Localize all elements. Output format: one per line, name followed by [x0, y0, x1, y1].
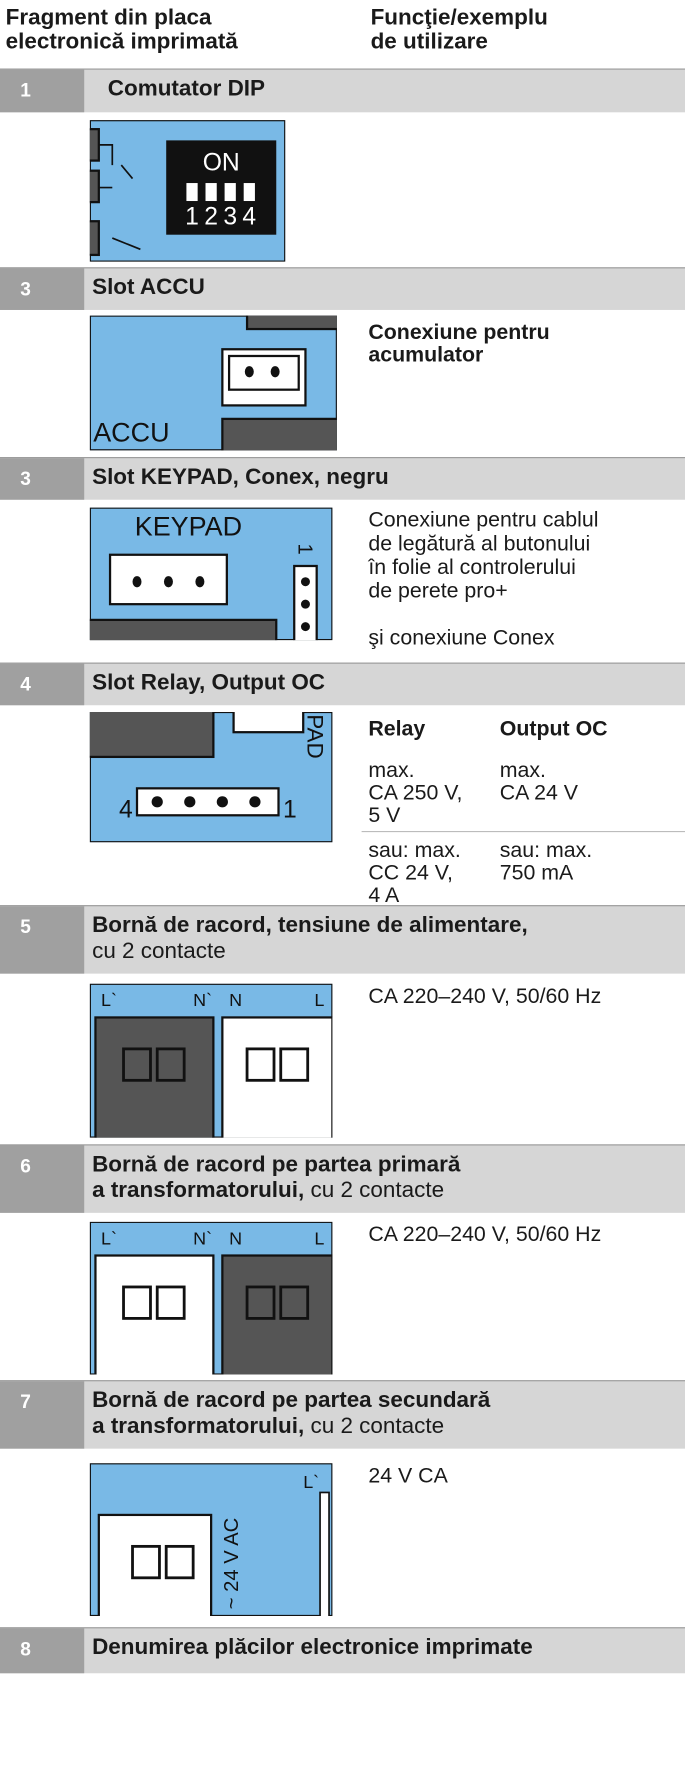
column-text: sau: max. CC 24 V, 4 A [368, 838, 461, 908]
figure: ACCU [89, 315, 337, 451]
text: sau: max. [499, 838, 593, 863]
text: CA 24 V [499, 781, 579, 806]
text: 5 V [368, 804, 401, 828]
row-number: 8 [0, 1628, 85, 1674]
figure-label: L` [101, 990, 117, 1010]
row-number: 5 [0, 906, 85, 974]
figure-label: L [314, 1228, 324, 1248]
description: 24 V CA [368, 1464, 448, 1488]
figure-label: L` [101, 1228, 117, 1248]
text: electronică imprimată [5, 29, 238, 54]
figure: L` N` N L [89, 983, 333, 1138]
figure-label: 4 [119, 797, 133, 824]
row-number: 3 [0, 458, 85, 500]
figure-label: 1 [294, 544, 316, 555]
text: de utilizare [370, 29, 488, 54]
row-title: Bornă de racord pe partea primară a trans… [92, 1152, 460, 1204]
text: în folie al controlerului [368, 555, 576, 580]
row-number: 7 [0, 1381, 85, 1449]
figure-label: 1 [283, 797, 297, 824]
header-col2: Funcţie/exemplu de utilizare [370, 5, 548, 54]
description: CA 220–240 V, 50/60 Hz [368, 1222, 602, 1247]
text: 4 A [368, 883, 400, 908]
figure: ON 1 2 3 4 [89, 120, 286, 262]
row-title: Bornă de racord, tensiune de alimentare,… [92, 913, 528, 965]
text: sau: max. [368, 838, 461, 863]
row-bar: 3 Slot KEYPAD, Conex, negru [0, 457, 685, 500]
description: CA 220–240 V, 50/60 Hz [368, 984, 602, 1009]
row-number: 3 [0, 268, 85, 310]
text: acumulator [368, 343, 484, 368]
text: CA 250 V, [368, 781, 463, 806]
text: a transformatorului, [92, 1413, 305, 1439]
figure-label: 2 [204, 204, 218, 231]
text: Bornă de racord pe partea primară [92, 1152, 461, 1177]
row-bar: 6 Bornă de racord pe partea primară a tran… [0, 1144, 685, 1213]
text: CC 24 V, [368, 861, 453, 885]
row-bar: 8 Denumirea plăcilor electronice imprimat… [0, 1627, 685, 1674]
column-text: sau: max. 750 mA [499, 838, 593, 885]
row-bar: 1 Comutator DIP [0, 68, 685, 113]
text: Bornă de racord, tensiune de alimentare, [92, 912, 528, 938]
row-title: Comutator DIP [107, 76, 266, 102]
figure-label: 4 [242, 204, 256, 231]
text: Conexiune pentru cablul [368, 508, 599, 533]
row-number: 1 [0, 69, 85, 113]
figure: L` N` N L [89, 1221, 333, 1375]
figure-label: N` [193, 1228, 212, 1248]
row-title: Bornă de racord pe partea secundară a tra… [92, 1388, 490, 1440]
column-heading: Relay [368, 717, 426, 742]
row-title: Slot Relay, Output OC [92, 670, 326, 696]
text: 750 mA [499, 861, 574, 885]
description: şi conexiune Conex [368, 626, 555, 651]
text: a transformatorului, cu 2 contacte [92, 1414, 490, 1440]
row-bar: 5 Bornă de racord, tensiune de alimentare… [0, 905, 685, 974]
text: de perete pro+ [368, 579, 508, 604]
row-bar: 3 Slot ACCU [0, 267, 685, 310]
column-heading: Output OC [499, 717, 608, 742]
text: max. [499, 759, 546, 783]
figure: L` ~ 24 V AC [89, 1463, 333, 1616]
text: max. [368, 759, 415, 783]
figure-label: L [314, 990, 324, 1010]
figure-label: KEYPAD [135, 512, 242, 542]
figure-label: ~ 24 V AC [221, 1518, 243, 1610]
figure-label: L` [303, 1472, 319, 1492]
column-text: max. CA 250 V, 5 V [368, 760, 462, 827]
text: Fragment din placa [5, 5, 212, 31]
figure-label: ACCU [93, 417, 169, 447]
figure-label: N [229, 1228, 242, 1248]
text: Bornă de racord pe partea secundară [92, 1388, 491, 1413]
description: Conexiune pentru acumulator [368, 322, 549, 367]
row-number: 4 [0, 663, 85, 706]
figure-label: 1 [185, 204, 199, 231]
row-bar: 7 Bornă de racord pe partea secundară a tr… [0, 1380, 685, 1449]
figure-label: N` [193, 990, 212, 1010]
figure-label: ON [203, 150, 240, 177]
figure: PAD 4 1 [89, 711, 333, 843]
header-col1: Fragment din placa electronică imprimată [5, 5, 238, 54]
text: cu 2 contacte [92, 938, 226, 964]
divider [361, 831, 685, 833]
text: Conexiune pentru [368, 321, 550, 345]
text: de legătură al butonului [368, 532, 591, 556]
row-bar: 4 Slot Relay, Output OC [0, 662, 685, 706]
figure-label: PAD [303, 714, 328, 759]
text: a transformatorului, cu 2 contacte [92, 1178, 460, 1204]
text: a transformatorului, [92, 1178, 305, 1203]
text: cu 2 contacte [310, 1178, 445, 1203]
text: Funcţie/exemplu [370, 5, 548, 31]
row-title: Slot KEYPAD, Conex, negru [92, 464, 389, 490]
description: Conexiune pentru cablul de legătură al bu… [368, 509, 598, 603]
row-title: Denumirea plăcilor electronice imprimate [92, 1635, 533, 1660]
figure-label: 3 [223, 204, 237, 231]
text: cu 2 contacte [310, 1413, 445, 1439]
figure-label: N [229, 990, 242, 1010]
figure: KEYPAD 1 [89, 507, 333, 641]
row-title: Slot ACCU [92, 275, 205, 300]
column-text: max. CA 24 V [500, 760, 578, 805]
row-number: 6 [0, 1145, 85, 1213]
